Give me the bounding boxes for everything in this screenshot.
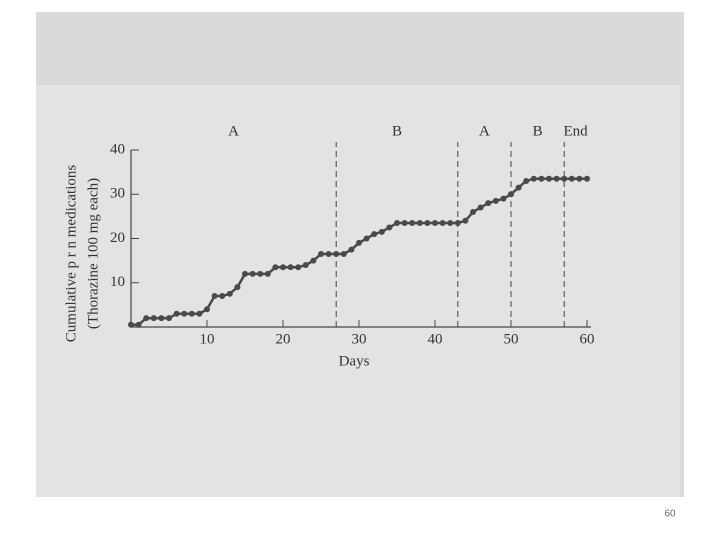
paper [36, 85, 680, 497]
data-point [538, 175, 545, 182]
x-tick-label: 10 [200, 331, 215, 347]
data-point [219, 293, 226, 300]
phase-label: End [564, 123, 589, 139]
phase-label: A [228, 123, 239, 139]
data-point [310, 257, 317, 264]
data-point [257, 270, 264, 277]
data-point [181, 310, 188, 317]
data-point [378, 228, 385, 235]
data-point [325, 250, 332, 257]
data-point [318, 250, 324, 257]
data-point [546, 175, 552, 182]
data-point [188, 310, 195, 317]
data-point [386, 224, 393, 231]
y-tick-label: 20 [110, 230, 125, 246]
phase-label: B [533, 123, 543, 139]
data-point [287, 264, 294, 271]
data-point [447, 220, 454, 227]
data-point [363, 235, 370, 242]
y-axis-label: (Thorazine 100 mg each) [85, 178, 101, 329]
data-point [333, 250, 340, 257]
x-tick-label: 60 [580, 331, 595, 347]
x-tick-label: 40 [428, 331, 443, 347]
data-point [500, 195, 507, 202]
data-point [530, 175, 537, 182]
data-point [576, 175, 583, 182]
data-point [424, 220, 431, 227]
phase-label: A [479, 123, 490, 139]
data-point [485, 200, 492, 207]
phase-label: B [392, 123, 402, 139]
data-point [204, 306, 210, 313]
data-point [515, 184, 522, 191]
data-point [173, 310, 180, 317]
data-point [135, 321, 142, 328]
data-point [295, 264, 302, 271]
x-tick-label: 30 [352, 331, 367, 347]
data-point [508, 191, 514, 198]
y-tick-label: 10 [110, 274, 125, 290]
data-point [356, 239, 362, 246]
data-point [302, 262, 309, 269]
y-tick-label: 30 [110, 186, 125, 202]
x-tick-label: 20 [276, 331, 291, 347]
data-point [492, 197, 499, 204]
data-point [249, 270, 256, 277]
data-point [143, 315, 150, 322]
data-point [264, 270, 271, 277]
data-point [568, 175, 575, 182]
data-point [409, 220, 416, 227]
data-point [272, 264, 279, 271]
data-point [523, 177, 530, 184]
data-point [348, 246, 355, 253]
data-point [584, 175, 590, 182]
data-point [401, 220, 408, 227]
data-point [553, 175, 560, 182]
page-number: 60 [664, 509, 676, 520]
data-point [340, 250, 347, 257]
data-point [234, 284, 241, 291]
data-point [394, 220, 400, 227]
data-point [226, 290, 233, 297]
data-point [150, 315, 157, 322]
data-point [416, 220, 423, 227]
data-point [561, 175, 568, 182]
data-point [439, 220, 446, 227]
data-point [454, 220, 461, 227]
data-point [211, 293, 218, 300]
data-point [280, 264, 286, 271]
data-point [242, 270, 248, 277]
data-point [158, 315, 165, 322]
data-point [432, 220, 438, 227]
data-point [462, 217, 469, 224]
y-tick-label: 40 [110, 141, 125, 157]
data-point [470, 208, 476, 215]
data-point [128, 321, 134, 328]
y-axis-label: Cumulative p r n medications [63, 165, 79, 343]
data-point [196, 310, 203, 317]
x-tick-label: 50 [504, 331, 519, 347]
data-point [477, 204, 484, 211]
data-point [371, 231, 378, 238]
data-point [166, 315, 172, 322]
x-axis-label: Days [339, 353, 370, 369]
